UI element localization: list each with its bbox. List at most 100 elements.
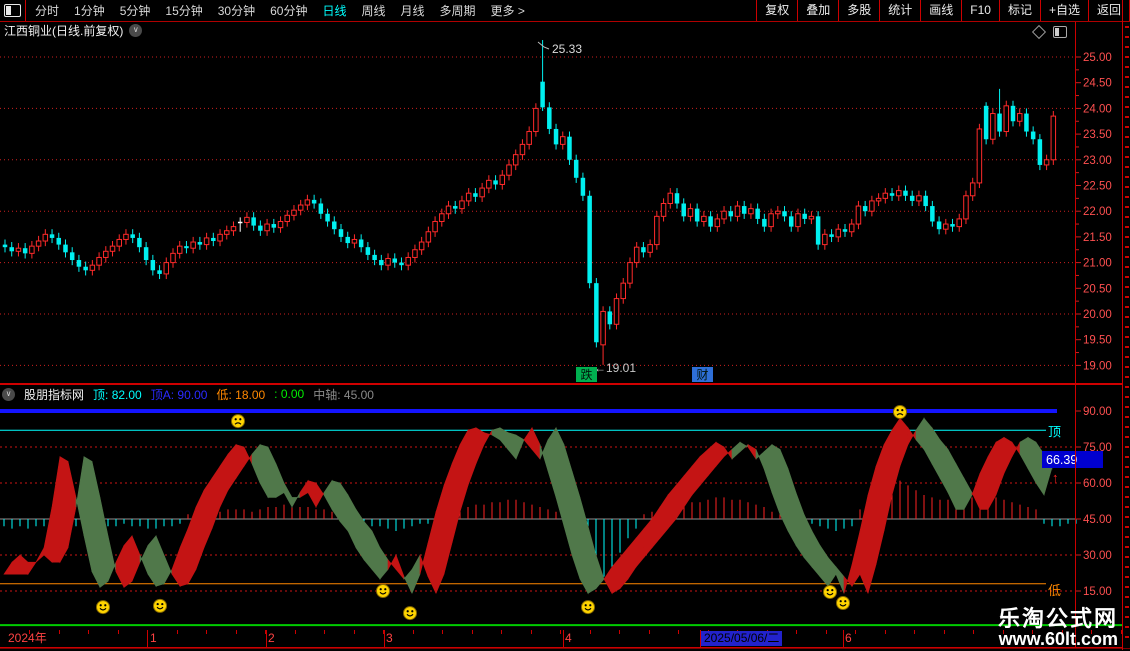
level-tag: 顶 — [1048, 425, 1061, 440]
tool-button-3[interactable]: 统计 — [879, 0, 920, 21]
candlestick-chart[interactable]: 25.00 24.50 24.00 23.50 23.00 22.50 22.00 21.50… — [0, 40, 1130, 384]
tool-button-0[interactable]: 复权 — [756, 0, 797, 21]
crosshair-date-label: 2025/05/06/二 — [701, 631, 783, 646]
tool-button-1[interactable]: 叠加 — [797, 0, 838, 21]
date-separator — [147, 630, 148, 647]
tool-button-8[interactable]: 返回 — [1087, 0, 1130, 21]
date-tick — [678, 630, 679, 634]
date-tick — [236, 630, 237, 634]
period-item-2[interactable]: 5分钟 — [119, 4, 151, 18]
date-tick — [118, 630, 119, 634]
date-axis[interactable]: 2024年 1 2 3 4 2025/05/06/二 6 — [0, 630, 1122, 648]
period-item-8[interactable]: 月线 — [400, 4, 425, 18]
title-corner-icons — [1031, 24, 1067, 40]
smiley-face-icon — [153, 598, 167, 613]
watermark-site-name: 乐淘公式网 — [997, 606, 1118, 632]
indicator-levels — [0, 409, 1122, 627]
date-tick — [649, 630, 650, 634]
current-value-box: 66.39 — [1042, 451, 1103, 468]
indicator-name[interactable]: 股朋指标网 — [24, 387, 85, 402]
tool-button-2[interactable]: 多股 — [838, 0, 879, 21]
date-tick — [501, 630, 502, 634]
date-tick — [914, 630, 915, 634]
watermark: 乐淘公式网 www.60lt.com — [998, 607, 1118, 649]
indicator-param-2: 低: 18.00 — [216, 387, 266, 402]
chevron-down-icon[interactable]: ∨ — [129, 24, 143, 37]
sad-face-icon — [231, 414, 245, 429]
svg-text:23.50: 23.50 — [1083, 129, 1112, 141]
indicator-param-1: 顶A: 90.00 — [150, 387, 208, 402]
date-tick — [29, 630, 30, 634]
date-tick — [1003, 630, 1004, 634]
date-tick — [973, 630, 974, 634]
price-axis: 25.00 24.50 24.00 23.50 23.00 22.50 22.00 21.50… — [1075, 52, 1112, 372]
date-separator — [384, 630, 385, 647]
period-item-0[interactable]: 分时 — [35, 4, 60, 18]
svg-text:25.00: 25.00 — [1083, 52, 1112, 64]
event-badge: 跌 — [580, 367, 592, 382]
watermark-url: www.60lt.com — [998, 629, 1118, 650]
indicator-ribbon — [3, 417, 1053, 595]
date-tick — [855, 630, 856, 634]
date-tick — [295, 630, 296, 634]
tool-button-6[interactable]: 标记 — [998, 0, 1040, 21]
layout-toggle-button[interactable] — [0, 0, 26, 21]
indicator-param-0: 顶: 82.00 — [93, 387, 142, 402]
date-tick — [442, 630, 443, 634]
right-scroll-strip[interactable] — [1125, 26, 1129, 644]
indicator-param-3: : 0.00 — [274, 387, 305, 401]
svg-text:21.50: 21.50 — [1083, 232, 1112, 244]
date-separator — [843, 630, 844, 647]
period-item-1[interactable]: 1分钟 — [74, 4, 105, 18]
date-tick — [619, 630, 620, 634]
date-tick — [324, 630, 325, 634]
low-price-label: ←19.01 — [594, 361, 636, 375]
tool-button-4[interactable]: 画线 — [920, 0, 961, 21]
period-item-6[interactable]: 日线 — [322, 4, 347, 18]
date-tick — [796, 630, 797, 634]
period-item-5[interactable]: 60分钟 — [270, 4, 308, 18]
split-window-icon[interactable] — [1053, 26, 1067, 38]
chevron-down-icon[interactable]: ∨ — [2, 387, 15, 401]
svg-text:21.00: 21.00 — [1083, 258, 1112, 270]
svg-text:24.00: 24.00 — [1083, 103, 1112, 115]
date-tick — [88, 630, 89, 634]
period-item-9[interactable]: 多周期 — [439, 4, 476, 18]
date-tick — [531, 630, 532, 634]
date-tick — [1121, 630, 1122, 634]
tool-button-5[interactable]: F10 — [961, 0, 999, 21]
window-panel-icon — [4, 4, 21, 17]
window-right-border — [1122, 0, 1123, 650]
date-label: 4 — [565, 631, 572, 645]
date-separator — [700, 630, 701, 647]
date-label: 1 — [150, 631, 157, 645]
level-tag: 低 — [1048, 583, 1061, 598]
period-item-3[interactable]: 15分钟 — [165, 4, 203, 18]
tool-button-7[interactable]: +自选 — [1039, 0, 1088, 21]
period-item-4[interactable]: 30分钟 — [217, 4, 256, 18]
tool-menu: 复权 叠加 多股 统计 画线 F10 标记 +自选 返回 — [756, 0, 1130, 21]
smiley-face-icon — [823, 584, 837, 599]
sad-face-icon — [893, 404, 907, 419]
chart-annotations: 25.33 ←19.01跌 财 — [537, 41, 713, 382]
date-tick — [383, 630, 384, 634]
svg-text:20.00: 20.00 — [1083, 309, 1112, 321]
period-item-10[interactable]: 更多 > — [490, 4, 525, 18]
date-tick — [885, 630, 886, 634]
indicator-param-4: 中轴: 45.00 — [313, 387, 374, 402]
chart-title-bar[interactable]: 江西铜业(日线.前复权) ∨ — [0, 22, 1004, 39]
smiley-face-icon — [581, 600, 595, 615]
smiley-face-icon — [403, 606, 417, 621]
panel-divider[interactable] — [0, 383, 1122, 385]
svg-text:20.50: 20.50 — [1083, 283, 1112, 295]
smiley-face-icon — [836, 596, 850, 610]
page-title: 江西铜业(日线.前复权) — [4, 24, 124, 38]
date-tick — [413, 630, 414, 634]
date-label: 3 — [386, 631, 393, 645]
indicator-header: ∨ 股朋指标网 顶: 82.00 顶A: 90.00 低: 18.00 : 0.00 中… — [0, 386, 1072, 402]
diamond-icon[interactable] — [1031, 24, 1047, 40]
period-item-7[interactable]: 周线 — [361, 4, 386, 18]
